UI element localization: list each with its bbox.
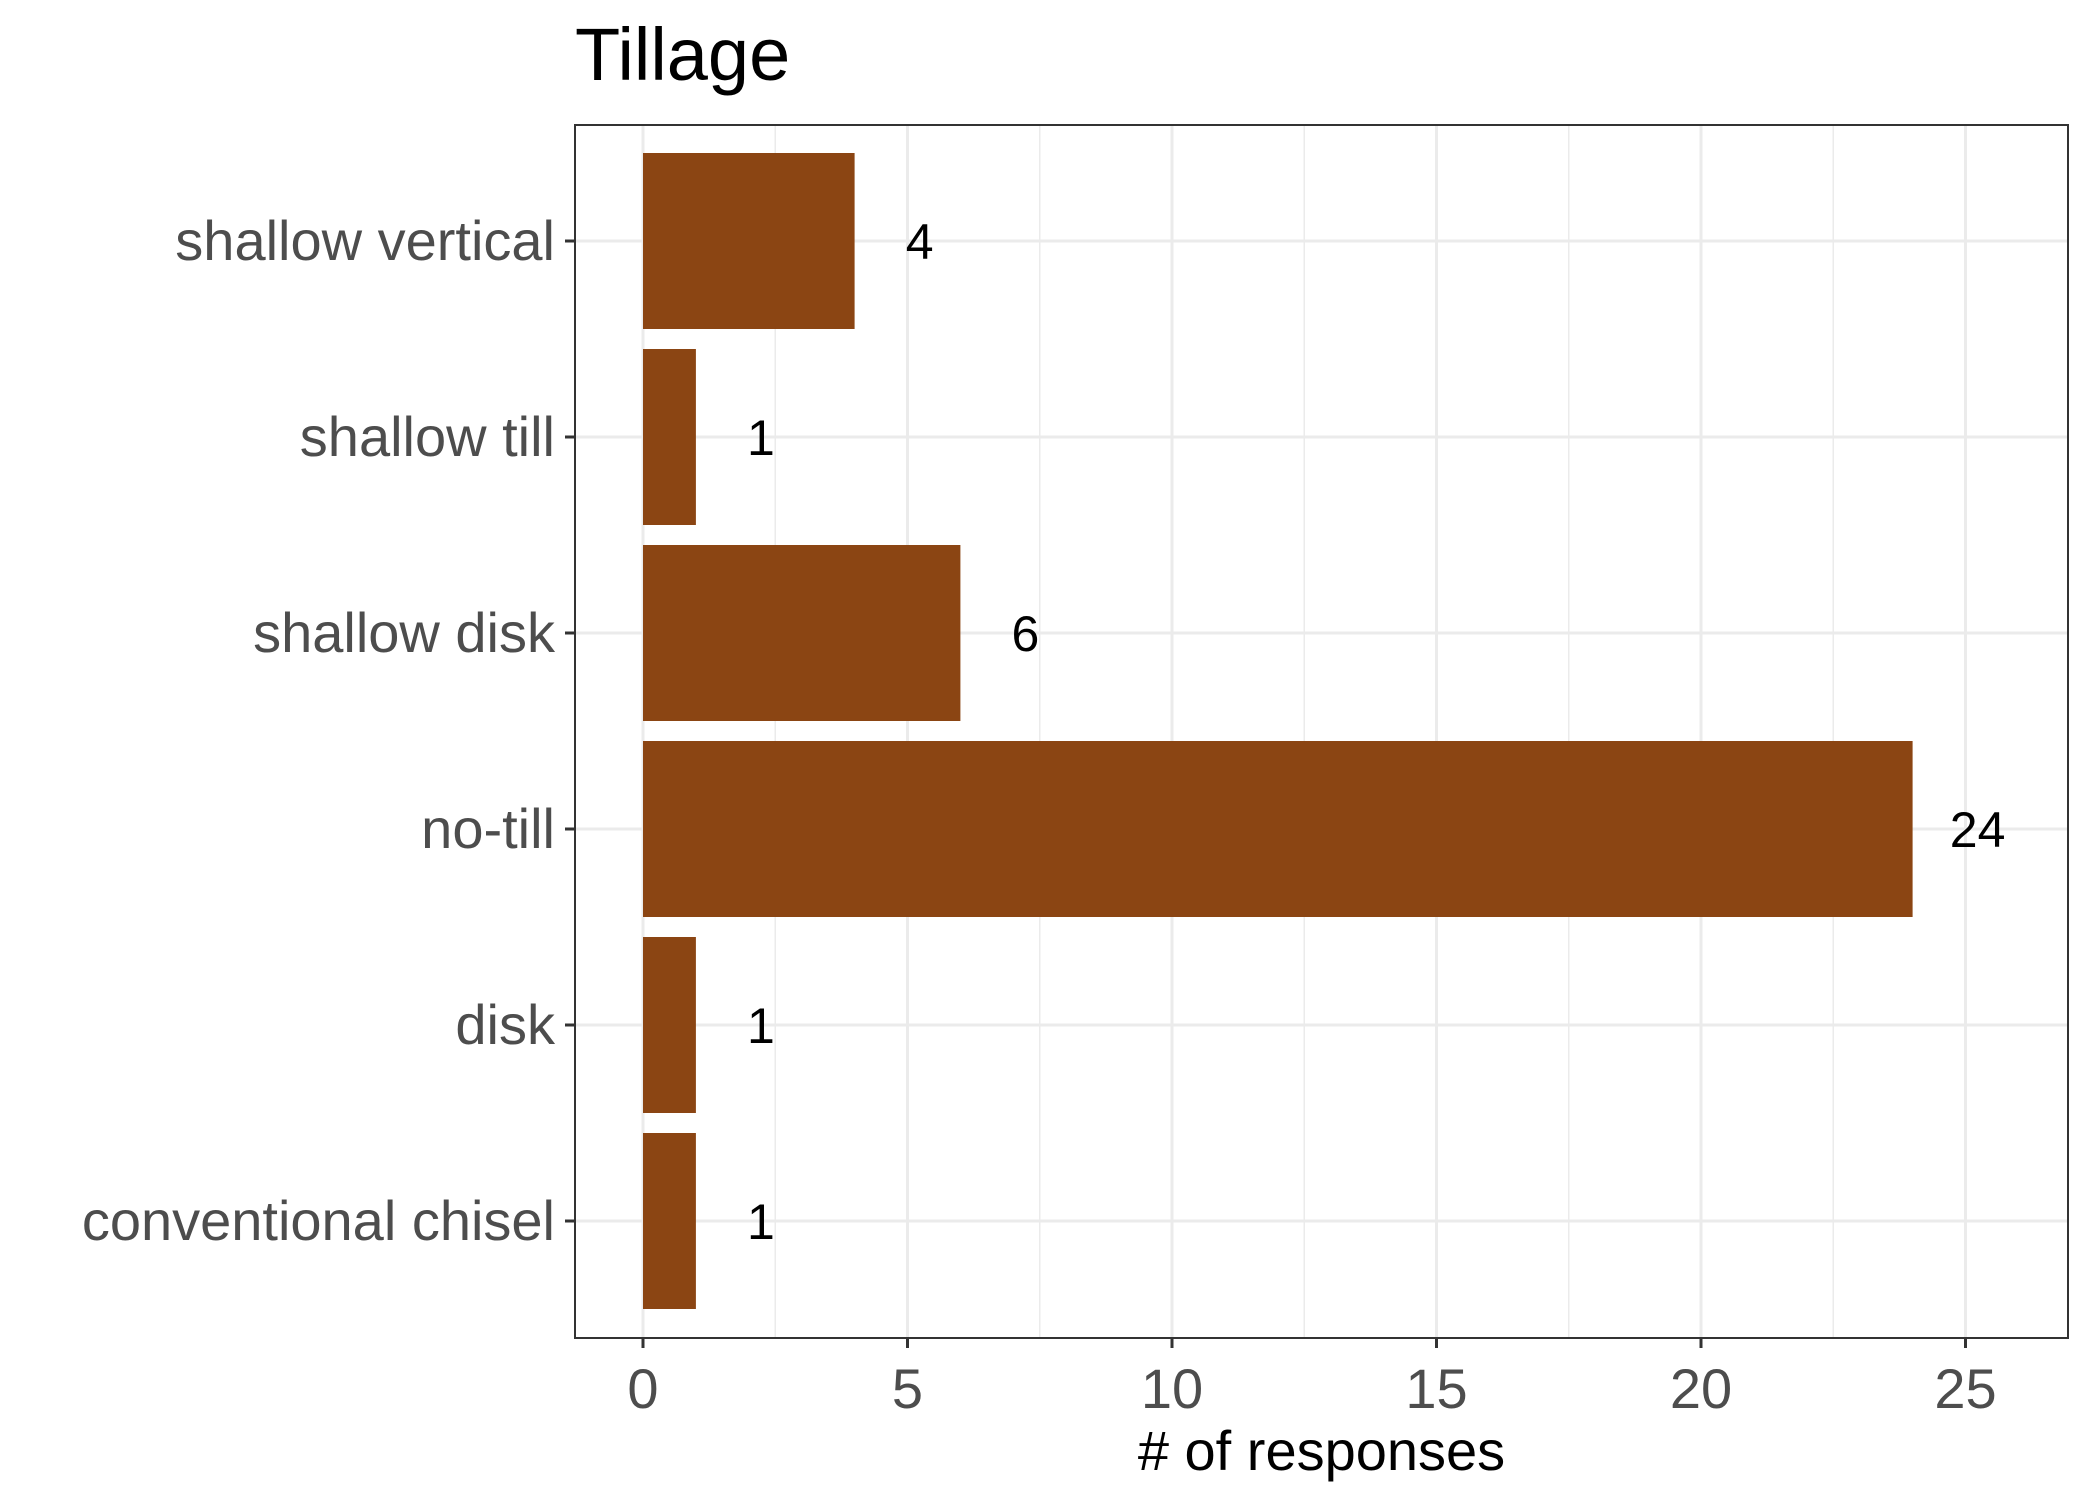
x-axis-title: # of responses: [1138, 1419, 1505, 1482]
x-tick-label: 10: [1141, 1357, 1203, 1420]
x-tick-label: 25: [1934, 1357, 1996, 1420]
x-tick-label: 0: [627, 1357, 658, 1420]
y-tick-label: shallow vertical: [175, 209, 555, 272]
bar: [643, 153, 855, 329]
y-tick-label: conventional chisel: [82, 1189, 555, 1252]
x-tick-label: 20: [1670, 1357, 1732, 1420]
panel-border: [574, 124, 2069, 1339]
data-label: 6: [1011, 606, 1039, 662]
bar: [643, 545, 961, 721]
y-tick-label: disk: [455, 993, 556, 1056]
data-label: 1: [747, 998, 775, 1054]
y-tick-label: shallow till: [300, 405, 555, 468]
data-label: 1: [747, 410, 775, 466]
bar: [643, 1133, 696, 1309]
y-tick-label: shallow disk: [253, 601, 556, 664]
x-tick-label: 15: [1405, 1357, 1467, 1420]
y-tick-label: no-till: [421, 797, 555, 860]
bar: [643, 937, 696, 1113]
x-tick-label: 5: [892, 1357, 923, 1420]
data-label: 1: [747, 1194, 775, 1250]
bar: [643, 741, 1913, 917]
bar-layer: [643, 153, 1913, 1309]
bar: [643, 349, 696, 525]
data-label: 4: [906, 214, 934, 270]
data-label: 24: [1950, 802, 2006, 858]
chart-title: Tillage: [575, 13, 791, 96]
axis-layer: conventional chisel disk no-till shallow di…: [82, 209, 1997, 1420]
data-label-layer: 1 1 24 6 1 4: [747, 214, 2005, 1250]
